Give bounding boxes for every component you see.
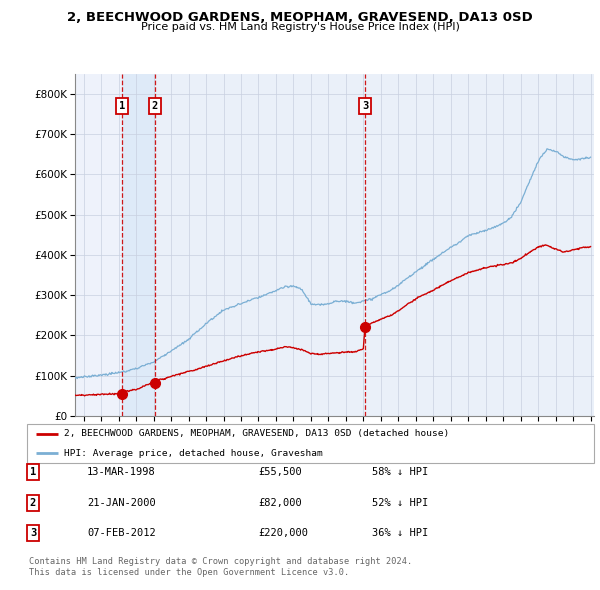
Bar	[365, 74, 599, 416]
Text: 2, BEECHWOOD GARDENS, MEOPHAM, GRAVESEND, DA13 0SD: 2, BEECHWOOD GARDENS, MEOPHAM, GRAVESEND…	[67, 11, 533, 24]
Text: 2, BEECHWOOD GARDENS, MEOPHAM, GRAVESEND, DA13 0SD (detached house): 2, BEECHWOOD GARDENS, MEOPHAM, GRAVESEND…	[64, 429, 449, 438]
Text: 1: 1	[30, 467, 36, 477]
Text: 21-JAN-2000: 21-JAN-2000	[87, 498, 156, 507]
Text: 3: 3	[362, 101, 368, 111]
Text: HPI: Average price, detached house, Gravesham: HPI: Average price, detached house, Grav…	[64, 449, 323, 458]
Text: This data is licensed under the Open Government Licence v3.0.: This data is licensed under the Open Gov…	[29, 568, 349, 577]
Text: Contains HM Land Registry data © Crown copyright and database right 2024.: Contains HM Land Registry data © Crown c…	[29, 558, 412, 566]
FancyBboxPatch shape	[27, 424, 594, 463]
Text: Price paid vs. HM Land Registry's House Price Index (HPI): Price paid vs. HM Land Registry's House …	[140, 22, 460, 32]
Text: 2: 2	[30, 498, 36, 507]
Text: 1: 1	[119, 101, 125, 111]
Text: 3: 3	[30, 529, 36, 538]
Bar	[122, 74, 155, 416]
Text: £55,500: £55,500	[258, 467, 302, 477]
Text: 07-FEB-2012: 07-FEB-2012	[87, 529, 156, 538]
Text: 2: 2	[152, 101, 158, 111]
Text: 36% ↓ HPI: 36% ↓ HPI	[372, 529, 428, 538]
Text: £220,000: £220,000	[258, 529, 308, 538]
Text: 52% ↓ HPI: 52% ↓ HPI	[372, 498, 428, 507]
Text: £82,000: £82,000	[258, 498, 302, 507]
Text: 13-MAR-1998: 13-MAR-1998	[87, 467, 156, 477]
Bar	[155, 74, 365, 416]
Text: 58% ↓ HPI: 58% ↓ HPI	[372, 467, 428, 477]
